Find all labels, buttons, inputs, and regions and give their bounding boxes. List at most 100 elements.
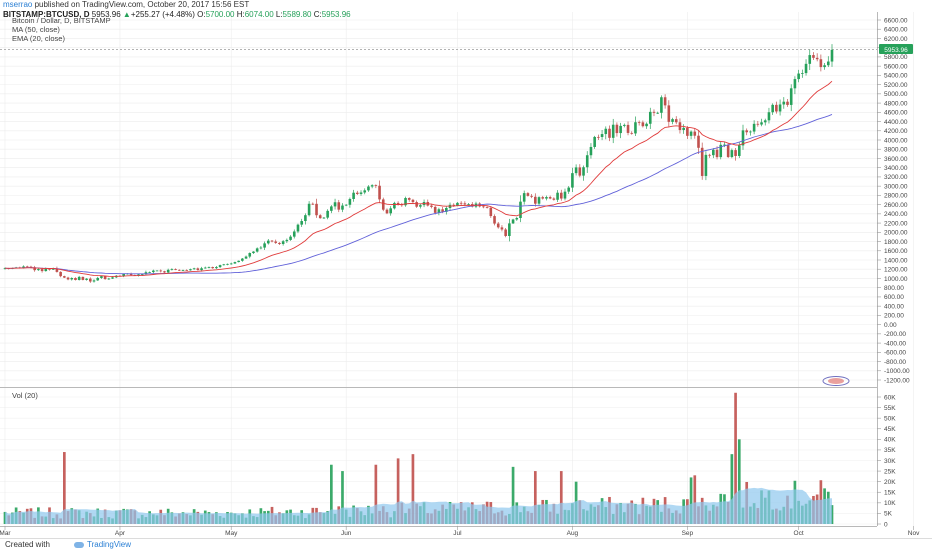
candle-body xyxy=(89,278,92,282)
legend-volume: Vol (20) xyxy=(12,391,38,400)
volume-bar xyxy=(511,466,515,524)
last-price-badge: 5953.96 xyxy=(879,44,913,54)
candle-body xyxy=(393,202,396,209)
candle-body xyxy=(370,185,374,187)
candle-body xyxy=(504,229,507,236)
price-tick-label: 2200.00 xyxy=(884,220,908,227)
price-tick-label: 4400.00 xyxy=(884,119,908,126)
candle-body xyxy=(189,269,192,271)
volume-tick-label: 10K xyxy=(884,500,896,507)
volume-tick-label: 50K xyxy=(884,415,896,422)
candle-body xyxy=(148,272,151,273)
candle-body xyxy=(200,268,203,271)
price-tick-label: 1000.00 xyxy=(884,276,908,283)
candle-body xyxy=(59,271,62,277)
grid-lines xyxy=(0,12,914,526)
candle-body xyxy=(571,173,574,188)
candle-body xyxy=(211,267,214,269)
candle-body xyxy=(663,97,667,106)
candle-body xyxy=(771,104,774,113)
last-price-badge-text: 5953.96 xyxy=(884,47,908,54)
candle-body xyxy=(749,131,752,133)
candle-body xyxy=(70,278,74,280)
price-tick-label: 5200.00 xyxy=(884,82,908,89)
candle-body xyxy=(48,268,51,270)
price-tick-label: 3200.00 xyxy=(884,174,908,181)
footer-bar: Created with TradingView xyxy=(0,538,932,551)
price-change: +255.27 (+4.48%) xyxy=(130,10,195,19)
ma-50-line xyxy=(4,113,833,275)
price-tick-label: 6400.00 xyxy=(884,27,908,34)
candle-body xyxy=(660,97,663,113)
legend-ma: MA (50, close) xyxy=(12,25,60,34)
time-tick-label: Sep xyxy=(682,530,694,537)
candle-body xyxy=(296,224,300,232)
candle-body xyxy=(671,119,674,122)
candle-body xyxy=(356,192,359,194)
tradingview-brand[interactable]: TradingView xyxy=(74,540,131,549)
candle-body xyxy=(745,130,749,133)
close-label: C: xyxy=(313,10,322,19)
candle-body xyxy=(674,119,678,123)
candle-body xyxy=(626,124,630,133)
time-tick-label: Jun xyxy=(341,530,352,537)
candle-body xyxy=(137,274,140,276)
candle-body xyxy=(541,197,545,199)
candle-body xyxy=(534,196,537,204)
open-label: O: xyxy=(197,10,206,19)
candle-body xyxy=(712,149,715,156)
candle-body xyxy=(652,111,656,113)
author-link[interactable]: mserrao xyxy=(3,0,33,9)
low-label: L: xyxy=(275,10,283,19)
publish-text: published on TradingView.com, October 20… xyxy=(32,0,250,9)
candle-body xyxy=(463,203,467,205)
candle-body xyxy=(352,192,355,199)
candle-body xyxy=(582,167,585,176)
candle-body xyxy=(608,128,611,138)
candle-body xyxy=(700,147,704,176)
candle-body xyxy=(604,128,608,135)
candle-body xyxy=(641,122,645,127)
candle-body xyxy=(241,258,244,261)
volume-bar xyxy=(693,475,697,524)
candle-body xyxy=(322,217,326,219)
candle-body xyxy=(630,132,634,134)
candle-body xyxy=(181,270,185,271)
candle-body xyxy=(33,267,36,271)
candle-body xyxy=(407,198,411,200)
candle-body xyxy=(374,185,378,186)
volume-bar xyxy=(330,464,333,524)
price-tick-label: 2800.00 xyxy=(884,193,908,200)
candle-body xyxy=(218,265,222,268)
candle-body xyxy=(715,149,719,158)
volume-bar xyxy=(341,471,344,524)
candle-body xyxy=(645,123,648,127)
price-tick-label: 3400.00 xyxy=(884,165,908,172)
price-tick-label: 4600.00 xyxy=(884,110,908,117)
volume-tick-label: 25K xyxy=(884,468,896,475)
candle-body xyxy=(77,276,81,280)
candle-body xyxy=(600,134,604,137)
publish-line: mserrao published on TradingView.com, Oc… xyxy=(3,0,249,9)
candle-body xyxy=(445,207,448,212)
candle-body xyxy=(589,146,593,156)
candle-body xyxy=(385,209,389,214)
candle-body xyxy=(563,191,567,199)
candle-body xyxy=(693,131,697,136)
price-tick-label: 3800.00 xyxy=(884,147,908,154)
candle-body xyxy=(66,277,70,280)
candle-body xyxy=(682,127,685,131)
candle-body xyxy=(708,154,711,156)
candle-body xyxy=(756,123,760,125)
candle-body xyxy=(344,204,348,206)
time-tick-label: Aug xyxy=(567,530,579,537)
candle-body xyxy=(619,125,622,134)
candle-body xyxy=(367,186,370,191)
candle-body xyxy=(378,185,381,200)
open-value: 5700.00 xyxy=(205,10,235,19)
candle-body xyxy=(222,264,226,266)
candle-body xyxy=(96,277,100,281)
price-tick-label: -600.00 xyxy=(884,350,906,357)
candle-body xyxy=(623,124,626,126)
candle-body xyxy=(51,268,55,270)
